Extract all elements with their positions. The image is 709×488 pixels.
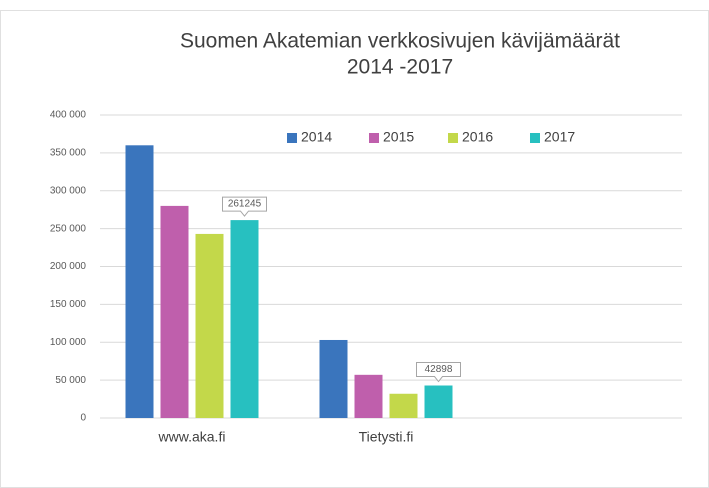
legend-label: 2017: [544, 129, 575, 145]
x-tick-label: Tietysti.fi: [359, 429, 414, 445]
y-tick-label: 400 000: [50, 110, 87, 121]
bar: [160, 205, 189, 418]
bar: [125, 145, 154, 419]
bar: [389, 393, 418, 418]
y-tick-label: 0: [80, 413, 86, 424]
legend-swatch: [448, 133, 458, 143]
legend-swatch: [369, 133, 379, 143]
legend-label: 2014: [301, 129, 332, 145]
y-tick-label: 150 000: [50, 299, 87, 310]
x-tick-label: www.aka.fi: [158, 429, 226, 445]
bar: [319, 339, 348, 418]
legend-label: 2015: [383, 129, 414, 145]
bar: [195, 233, 224, 418]
y-tick-label: 250 000: [50, 223, 87, 234]
value-label-box: [222, 196, 267, 217]
bar: [230, 220, 259, 418]
bar: [354, 374, 383, 418]
chart-title: Suomen Akatemian verkkosivujen kävijämää…: [180, 30, 620, 53]
chart-subtitle: 2014 -2017: [347, 56, 453, 79]
legend-swatch: [530, 133, 540, 143]
y-tick-label: 350 000: [50, 148, 87, 159]
y-tick-label: 50 000: [55, 375, 86, 386]
value-label-box: [416, 362, 461, 383]
legend-swatch: [287, 133, 297, 143]
y-tick-label: 100 000: [50, 337, 87, 348]
bar: [424, 385, 453, 418]
legend-label: 2016: [462, 129, 493, 145]
value-label: 42898: [425, 364, 453, 375]
y-tick-label: 200 000: [50, 261, 87, 272]
value-label: 261245: [228, 199, 262, 210]
y-tick-label: 300 000: [50, 185, 87, 196]
